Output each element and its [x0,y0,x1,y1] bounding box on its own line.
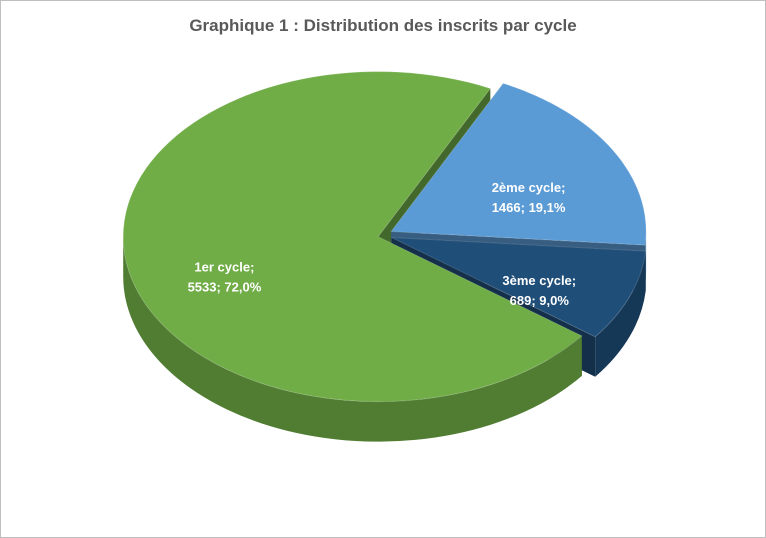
pie-slice [390,82,647,246]
data-label-category: 3ème cycle; [502,273,576,288]
pie-tops [122,71,647,403]
pie-labels: 1er cycle; 5533; 72,0% 2ème cycle; 1466; 19… [188,180,577,308]
pie-outer-wall [595,251,646,377]
data-label-value: 689; 9,0% [510,293,570,308]
pie-slice [391,236,647,338]
data-label-category: 2ème cycle; [492,180,566,195]
chart-title: Graphique 1 : Distribution des inscrits … [189,16,576,35]
pie-slice [122,71,583,403]
data-label-category: 1er cycle; [194,259,254,274]
data-label-value: 5533; 72,0% [188,279,262,294]
pie-outer-wall [123,236,582,442]
data-label-value: 1466; 19,1% [492,200,566,215]
